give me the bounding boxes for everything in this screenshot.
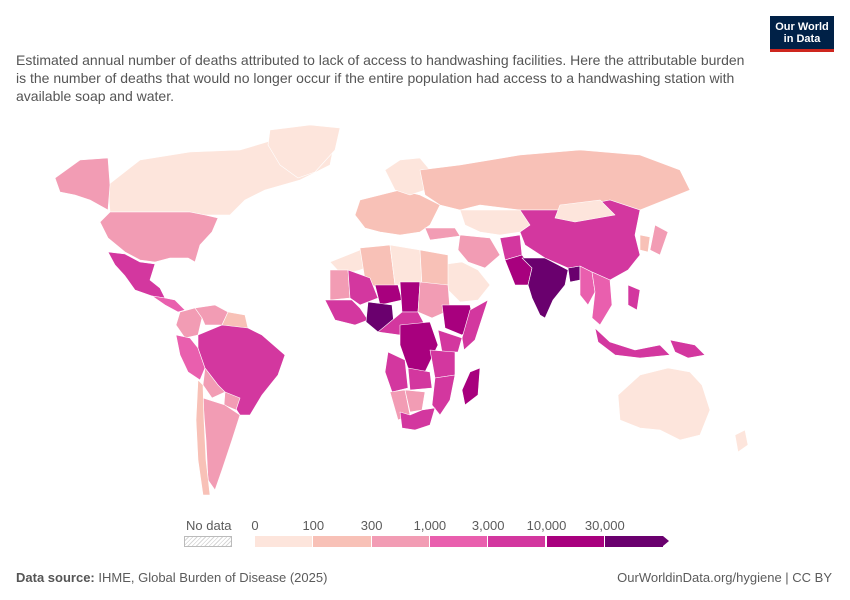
legend-swatch-4 <box>488 536 547 547</box>
region-mozambique[interactable] <box>431 374 456 416</box>
logo-line1: Our World <box>775 21 829 33</box>
region-japan[interactable] <box>649 224 669 256</box>
region-greenland[interactable] <box>267 124 341 179</box>
chart-subtitle: Estimated annual number of deaths attrib… <box>16 52 745 104</box>
legend-tick-0: 0 <box>251 518 259 533</box>
owid-logo[interactable]: Our World in Data <box>770 16 834 52</box>
region-united-states[interactable] <box>99 211 219 263</box>
region-paraguay[interactable] <box>223 391 241 411</box>
region-mali[interactable] <box>347 269 379 306</box>
region-argentina[interactable] <box>202 397 241 491</box>
region-mexico[interactable] <box>107 251 166 299</box>
region-new-zealand[interactable] <box>734 429 749 453</box>
region-libya[interactable] <box>389 244 423 286</box>
region-bolivia[interactable] <box>202 367 226 399</box>
region-mauritania[interactable] <box>329 269 351 301</box>
region-madagascar[interactable] <box>461 367 481 406</box>
region-papua-new-guinea[interactable] <box>669 339 706 359</box>
data-source: Data source: IHME, Global Burden of Dise… <box>16 570 327 585</box>
data-source-text: IHME, Global Burden of Disease (2025) <box>98 570 328 585</box>
region-chile[interactable] <box>195 379 211 496</box>
region-chad[interactable] <box>399 281 421 313</box>
legend-no-data-label: No data <box>186 518 232 533</box>
legend-tick-5: 10,000 <box>526 518 567 533</box>
data-source-label: Data source: <box>16 570 95 585</box>
region-iran[interactable] <box>457 234 501 269</box>
region-mongolia[interactable] <box>554 199 616 223</box>
region-central-america[interactable] <box>151 295 186 313</box>
legend-swatch-0 <box>255 536 314 547</box>
world-map <box>54 124 749 496</box>
region-indonesia[interactable] <box>594 327 671 359</box>
region-bangladesh[interactable] <box>567 265 581 283</box>
legend-swatch-5 <box>546 536 605 547</box>
region-peru[interactable] <box>175 334 206 381</box>
region-turkey[interactable] <box>424 227 461 241</box>
region-south-africa[interactable] <box>399 407 436 431</box>
region-somalia[interactable] <box>461 299 489 351</box>
legend-arrow <box>663 536 670 546</box>
region-southeast-asia[interactable] <box>591 271 613 326</box>
region-egypt[interactable] <box>419 249 449 286</box>
region-niger[interactable] <box>374 284 403 306</box>
region-angola[interactable] <box>384 351 409 393</box>
legend-tick-1: 100 <box>302 518 325 533</box>
region-tanzania[interactable] <box>429 349 456 379</box>
region-russia[interactable] <box>419 149 691 211</box>
region-kazakhstan[interactable] <box>459 209 531 236</box>
region-australia[interactable] <box>617 367 711 441</box>
region-korea[interactable] <box>639 234 651 253</box>
legend-tick-3: 1,000 <box>413 518 447 533</box>
region-philippines[interactable] <box>627 284 641 311</box>
region-india[interactable] <box>521 257 569 319</box>
region-arabia[interactable] <box>439 261 491 303</box>
legend-tick-4: 3,000 <box>471 518 505 533</box>
region-kenya[interactable] <box>437 329 463 353</box>
logo-line2: in Data <box>783 33 821 45</box>
legend-tick-2: 300 <box>360 518 383 533</box>
region-sudan[interactable] <box>417 281 451 319</box>
source-link[interactable]: OurWorldinData.org/hygiene | CC BY <box>617 570 832 585</box>
legend-swatch-3 <box>429 536 489 547</box>
legend-swatch-6 <box>604 536 664 547</box>
legend-swatch-2 <box>371 536 430 547</box>
region-zambia[interactable] <box>407 367 433 391</box>
region-alaska[interactable] <box>54 157 111 211</box>
legend-no-data-swatch <box>184 536 232 547</box>
legend-tick-6: 30,000 <box>584 518 625 533</box>
legend: No data 0 100 300 1,000 3,000 10,000 30,000 <box>180 515 680 555</box>
legend-swatch-1 <box>313 536 372 547</box>
